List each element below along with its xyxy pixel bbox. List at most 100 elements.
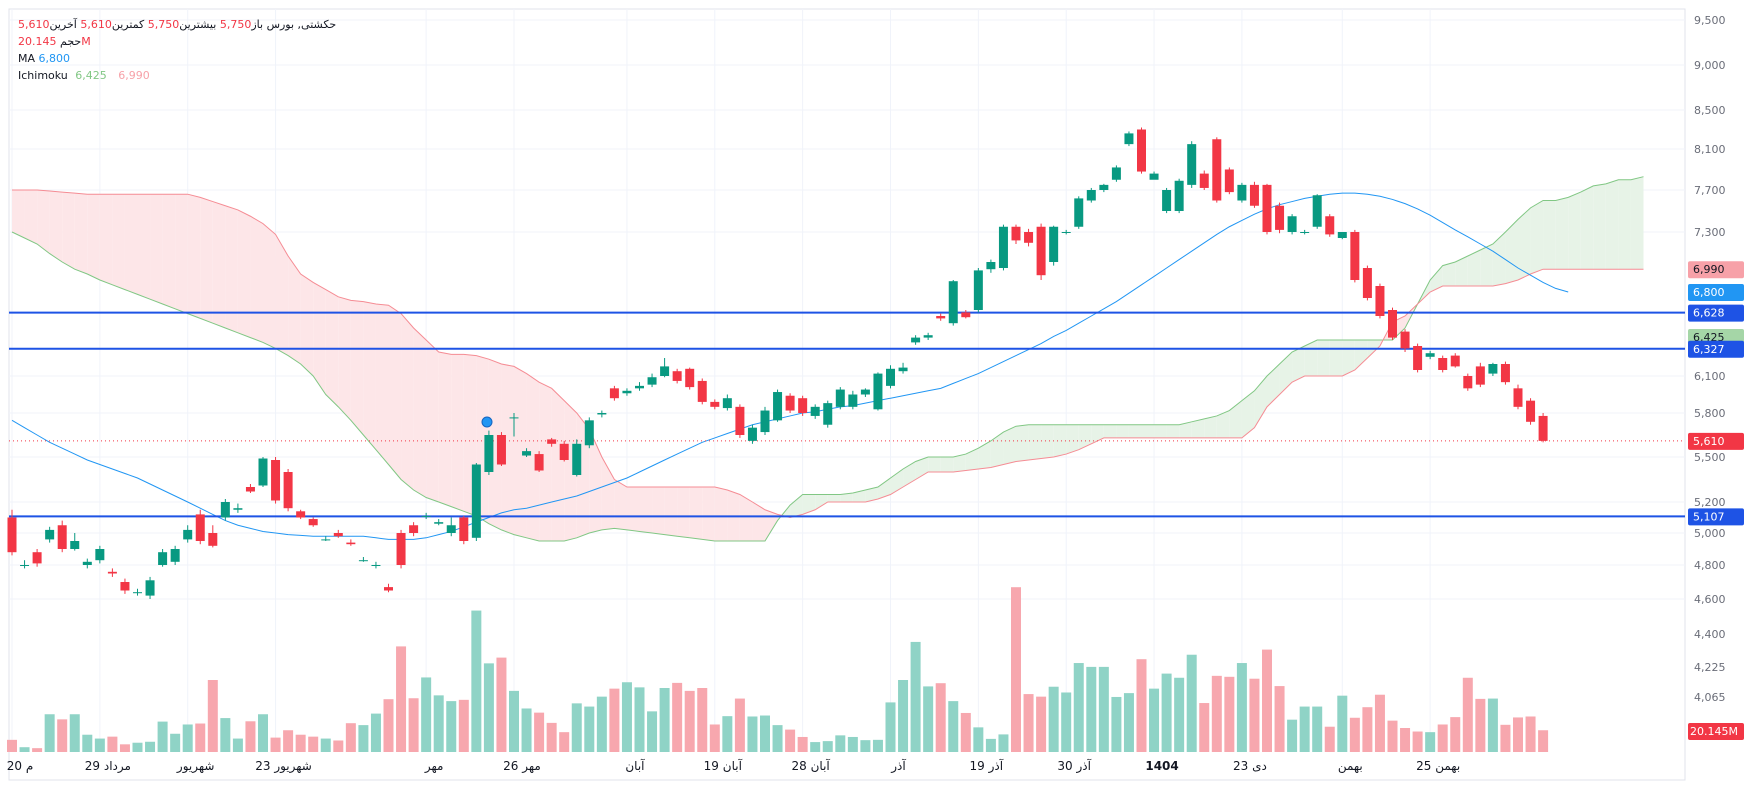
volume-bar: [709, 724, 720, 752]
candlesticks[interactable]: [7, 127, 1548, 599]
volume-bar: [872, 739, 883, 752]
volume-bar: [898, 680, 909, 752]
cloud-segment: [877, 478, 891, 499]
cloud-segment: [1467, 250, 1481, 286]
candle-body: [722, 398, 732, 409]
volume-bar: [584, 706, 595, 752]
volume-bar: [1387, 720, 1398, 752]
time-axis[interactable]: 20 م 29 مرداد شهریور 23 شهریور مهر 26 مهر آبان…: [7, 758, 1460, 774]
price-tick-label: 9,500: [1694, 14, 1726, 27]
cloud-segment: [1229, 400, 1242, 438]
volume-bar: [785, 729, 796, 752]
candle-body: [1086, 190, 1096, 201]
candle-body: [346, 542, 356, 545]
moving-average: [11, 192, 1569, 540]
volume-bar: [772, 725, 783, 752]
event-marker-icon[interactable]: [481, 416, 493, 428]
candle-body: [484, 435, 494, 472]
cloud-segment: [539, 382, 552, 541]
volume-bar: [195, 723, 206, 752]
cloud-segment: [1442, 262, 1456, 286]
candle-body: [358, 560, 368, 562]
price-tick-label: 7,700: [1694, 184, 1726, 197]
legend-low-value: 5,610: [80, 18, 112, 31]
volume-bar: [396, 646, 407, 752]
cloud-segment: [250, 216, 263, 343]
cloud-segment: [49, 191, 63, 262]
volume-bar: [107, 736, 118, 752]
candle-body: [1212, 139, 1222, 201]
candle-body: [898, 367, 908, 372]
candle-body: [170, 549, 180, 562]
volume-bar: [232, 738, 243, 752]
cloud-segment: [626, 487, 640, 532]
candle-body: [886, 368, 895, 386]
candle-body: [1438, 358, 1448, 370]
candle-body: [635, 385, 644, 389]
cloud-segment: [1492, 232, 1506, 286]
legend-ichimoku[interactable]: Ichimoku 6,425 6,990: [18, 67, 336, 84]
cloud-segment: [639, 487, 653, 533]
horizontal-levels[interactable]: [9, 311, 1685, 518]
candle-body: [258, 458, 268, 486]
cloud-segment: [827, 494, 841, 502]
candle-body: [773, 392, 783, 421]
legend-high-value: 5,750: [147, 18, 180, 31]
candle-body: [20, 565, 30, 566]
legend-ma[interactable]: MA 6,800: [18, 50, 336, 67]
candle-body: [1388, 310, 1397, 338]
cloud-segment: [12, 190, 25, 238]
candle-body: [735, 406, 745, 435]
candle-body: [522, 451, 532, 456]
price-badges: 6,990 6,800 6,425 6,628 6,327 5,107 5,610 20.14…: [1688, 261, 1744, 740]
volume-bar: [69, 714, 80, 752]
volume-bar: [1224, 676, 1235, 752]
volume-bar: [1525, 716, 1536, 752]
badge-level-label: 6,628: [1693, 307, 1725, 320]
cloud-segment: [752, 502, 765, 541]
candle-body: [1149, 173, 1159, 180]
legend-ma-label: MA: [18, 52, 36, 65]
volume-bar: [960, 712, 971, 752]
volume-bar: [496, 657, 507, 752]
candle-body: [559, 443, 569, 460]
candle-body: [1350, 232, 1360, 280]
volume-bar: [145, 741, 156, 752]
volume-bar: [822, 741, 833, 752]
cloud-segment: [74, 193, 88, 274]
candle-body: [296, 511, 306, 518]
volume-bar: [659, 688, 670, 752]
ichimoku-cloud: [11, 176, 1644, 542]
cloud-segment: [840, 493, 853, 502]
legend-symbol[interactable]: حکشتی, بورس: [266, 18, 337, 31]
badge-level: [1688, 304, 1744, 322]
badge-level: [1688, 508, 1744, 526]
candle-body: [70, 541, 80, 549]
cloud-segment: [87, 194, 100, 280]
volume-bar: [57, 719, 68, 752]
volume-bar: [1048, 686, 1059, 752]
legend-ichimoku-a: 6,425: [75, 69, 107, 82]
volume-bar: [1098, 666, 1109, 752]
price-axis[interactable]: 9,500 9,000 8,500 8,100 7,700 7,300 6,990 6,800…: [1694, 14, 1726, 704]
cloud-segment: [978, 440, 991, 469]
volume-bar: [973, 727, 984, 752]
candle-body: [1526, 400, 1536, 422]
legend-volume[interactable]: حجم 20.145M: [18, 33, 336, 50]
cloud-segment: [212, 201, 226, 328]
candle-body: [1463, 376, 1473, 389]
cloud-segment: [1116, 424, 1129, 438]
ichimoku-span-a: [11, 176, 1644, 542]
candle-body: [936, 316, 946, 319]
cloud-segment: [890, 469, 904, 495]
time-tick-label: بهمن: [1338, 759, 1363, 774]
cloud-segment: [865, 487, 878, 502]
volume-bar: [634, 687, 645, 752]
volume-bar: [559, 732, 570, 752]
volume-bar: [19, 747, 30, 752]
volume-bar: [1412, 731, 1423, 752]
candle-body: [1124, 133, 1134, 145]
volume-bar: [170, 733, 181, 752]
